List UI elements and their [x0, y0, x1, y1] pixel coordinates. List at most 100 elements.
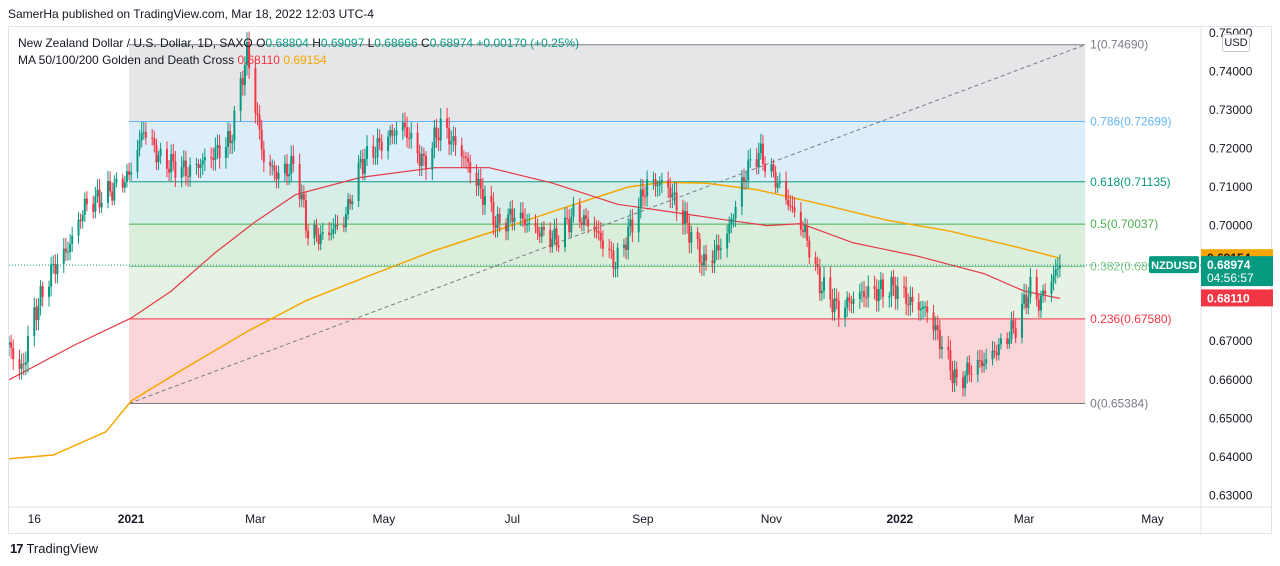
candle-body	[523, 219, 526, 226]
symbol-title: New Zealand Dollar / U.S. Dollar, 1D, SA…	[18, 36, 253, 50]
fib-level-label: 0.786(0.72699)	[1090, 114, 1171, 128]
publisher-line: SamerHa published on TradingView.com, Ma…	[8, 7, 374, 21]
fib-level-label: 0.618(0.71135)	[1090, 175, 1171, 189]
candle-body	[789, 205, 792, 207]
candle-body	[846, 297, 849, 308]
candle-body	[361, 158, 364, 174]
candle-body	[1037, 299, 1040, 311]
candle-body	[33, 307, 36, 337]
candle-body	[1027, 296, 1030, 308]
candle-body	[406, 127, 409, 138]
candle-body	[970, 374, 973, 376]
candle-body	[172, 154, 175, 162]
candle-body	[201, 160, 204, 165]
candle-body	[357, 162, 360, 202]
ma-price-tag	[1201, 289, 1273, 307]
candle-body	[138, 140, 141, 150]
candle-body	[820, 290, 823, 294]
candle-body	[818, 267, 821, 294]
x-tick-label: Mar	[1014, 512, 1035, 526]
candle-body	[448, 127, 451, 145]
candle-body	[372, 145, 375, 158]
candle-body	[224, 147, 227, 158]
candle-body	[511, 208, 514, 222]
candle-body	[342, 225, 345, 228]
y-tick-label: 0.65000	[1209, 411, 1253, 425]
candle-body	[745, 180, 748, 182]
candle-body	[460, 145, 463, 157]
candle-body	[526, 224, 529, 226]
candle-body	[195, 163, 198, 165]
candle-body	[690, 231, 693, 243]
candle-body	[681, 210, 684, 224]
candle-body	[168, 168, 171, 173]
candle-body	[698, 238, 701, 263]
candle-body	[304, 200, 307, 231]
candle-body	[755, 159, 758, 168]
candle-body	[52, 263, 55, 265]
x-tick-label: Nov	[761, 512, 782, 526]
candle-body	[823, 277, 826, 291]
candle-body	[557, 245, 560, 248]
candle-body	[269, 162, 272, 166]
candle-body	[285, 163, 288, 177]
close-label: C	[421, 36, 430, 50]
fib-zone	[129, 224, 1086, 267]
price-chart[interactable]: 1(0.74690) 0.786(0.72699) 0.618(0.71135) 0.…	[9, 27, 1273, 535]
candle-body	[454, 136, 457, 146]
candle-body	[142, 132, 145, 134]
candle-body	[1042, 290, 1045, 296]
candle-body	[519, 212, 522, 218]
candle-body	[938, 330, 941, 350]
candle-body	[587, 219, 590, 227]
candle-body	[20, 363, 23, 369]
candle-body	[816, 264, 819, 268]
candle-body	[778, 181, 781, 184]
candle-body	[808, 240, 811, 258]
candle-body	[273, 165, 276, 172]
candle-body	[675, 192, 678, 211]
candle-body	[85, 198, 88, 205]
candle-body	[776, 183, 779, 188]
candle-body	[896, 286, 899, 299]
candle-body	[292, 156, 295, 164]
candle-body	[203, 157, 206, 161]
candle-body	[949, 350, 952, 371]
candle-body	[94, 196, 97, 212]
candle-body	[467, 158, 470, 163]
candle-body	[999, 338, 1002, 345]
candle-body	[298, 163, 301, 200]
y-tick-label: 0.74000	[1209, 64, 1253, 78]
candle-body	[115, 178, 118, 183]
candle-body	[229, 130, 232, 144]
candle-body	[66, 251, 69, 253]
low-label: L	[367, 36, 375, 50]
symbol-tag	[1149, 256, 1199, 274]
candle-body	[62, 248, 65, 265]
candle-body	[359, 158, 362, 163]
x-tick-label: Sep	[632, 512, 654, 526]
candle-body	[730, 218, 733, 225]
candle-body	[1012, 320, 1015, 329]
candle-body	[1054, 269, 1057, 276]
candle-body	[424, 155, 427, 170]
candle-body	[275, 171, 278, 180]
candle-body	[180, 167, 183, 178]
candle-body	[271, 165, 274, 167]
candle-body	[334, 224, 337, 229]
currency-button[interactable]: USD	[1222, 34, 1250, 52]
candle-body	[1020, 303, 1023, 338]
x-tick-label: May	[373, 512, 396, 526]
candle-body	[858, 292, 861, 300]
candle-body	[991, 350, 994, 360]
candle-body	[787, 199, 790, 206]
candle-body	[165, 148, 168, 169]
candles	[9, 31, 1061, 397]
candle-body	[159, 148, 162, 156]
candle-body	[387, 136, 390, 152]
candle-body	[416, 132, 419, 154]
candle-body	[955, 369, 958, 378]
candle-body	[879, 279, 882, 289]
candle-body	[875, 288, 878, 302]
candle-body	[344, 214, 347, 228]
